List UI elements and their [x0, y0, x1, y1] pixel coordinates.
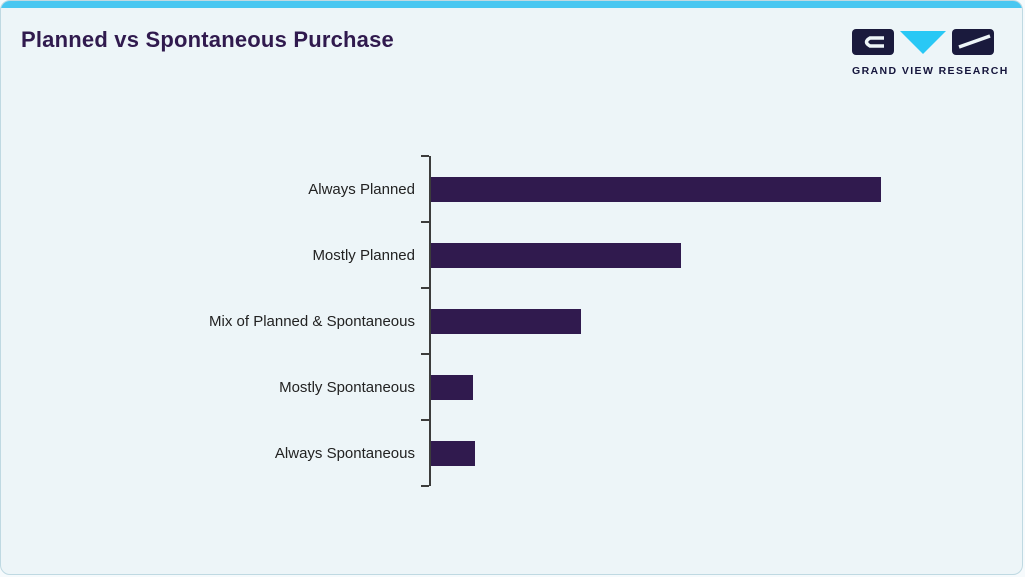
bar-track	[421, 353, 1022, 420]
chart-row: Mix of Planned & Spontaneous	[1, 287, 1022, 354]
category-label: Mostly Planned	[312, 246, 415, 264]
bar	[431, 242, 681, 268]
grand-view-research-logo: GRAND VIEW RESEARCH	[852, 27, 1009, 77]
chart-row: Mostly Planned	[1, 221, 1022, 288]
top-accent-bar	[1, 1, 1022, 8]
logo-text: GRAND VIEW RESEARCH	[852, 65, 1009, 77]
chart-row: Always Spontaneous	[1, 419, 1022, 487]
bar	[431, 374, 473, 400]
category-label: Always Planned	[308, 180, 415, 198]
bar	[431, 440, 475, 466]
bar	[431, 308, 581, 334]
logo-mark-icon	[852, 29, 994, 55]
bar-track	[421, 419, 1022, 487]
chart-row: Always Planned	[1, 155, 1022, 222]
page-title: Planned vs Spontaneous Purchase	[21, 27, 394, 52]
bar-track	[421, 221, 1022, 288]
bar-track	[421, 155, 1022, 222]
category-label: Mix of Planned & Spontaneous	[209, 312, 415, 330]
chart-rows: Always Planned Mostly Planned Mix of Plann…	[1, 155, 1022, 487]
category-label: Always Spontaneous	[274, 444, 415, 462]
bar-chart: Always Planned Mostly Planned Mix of Plann…	[1, 155, 1022, 487]
chart-row: Mostly Spontaneous	[1, 353, 1022, 420]
category-label: Mostly Spontaneous	[279, 378, 415, 396]
bar-track	[421, 287, 1022, 354]
bar	[431, 176, 881, 202]
